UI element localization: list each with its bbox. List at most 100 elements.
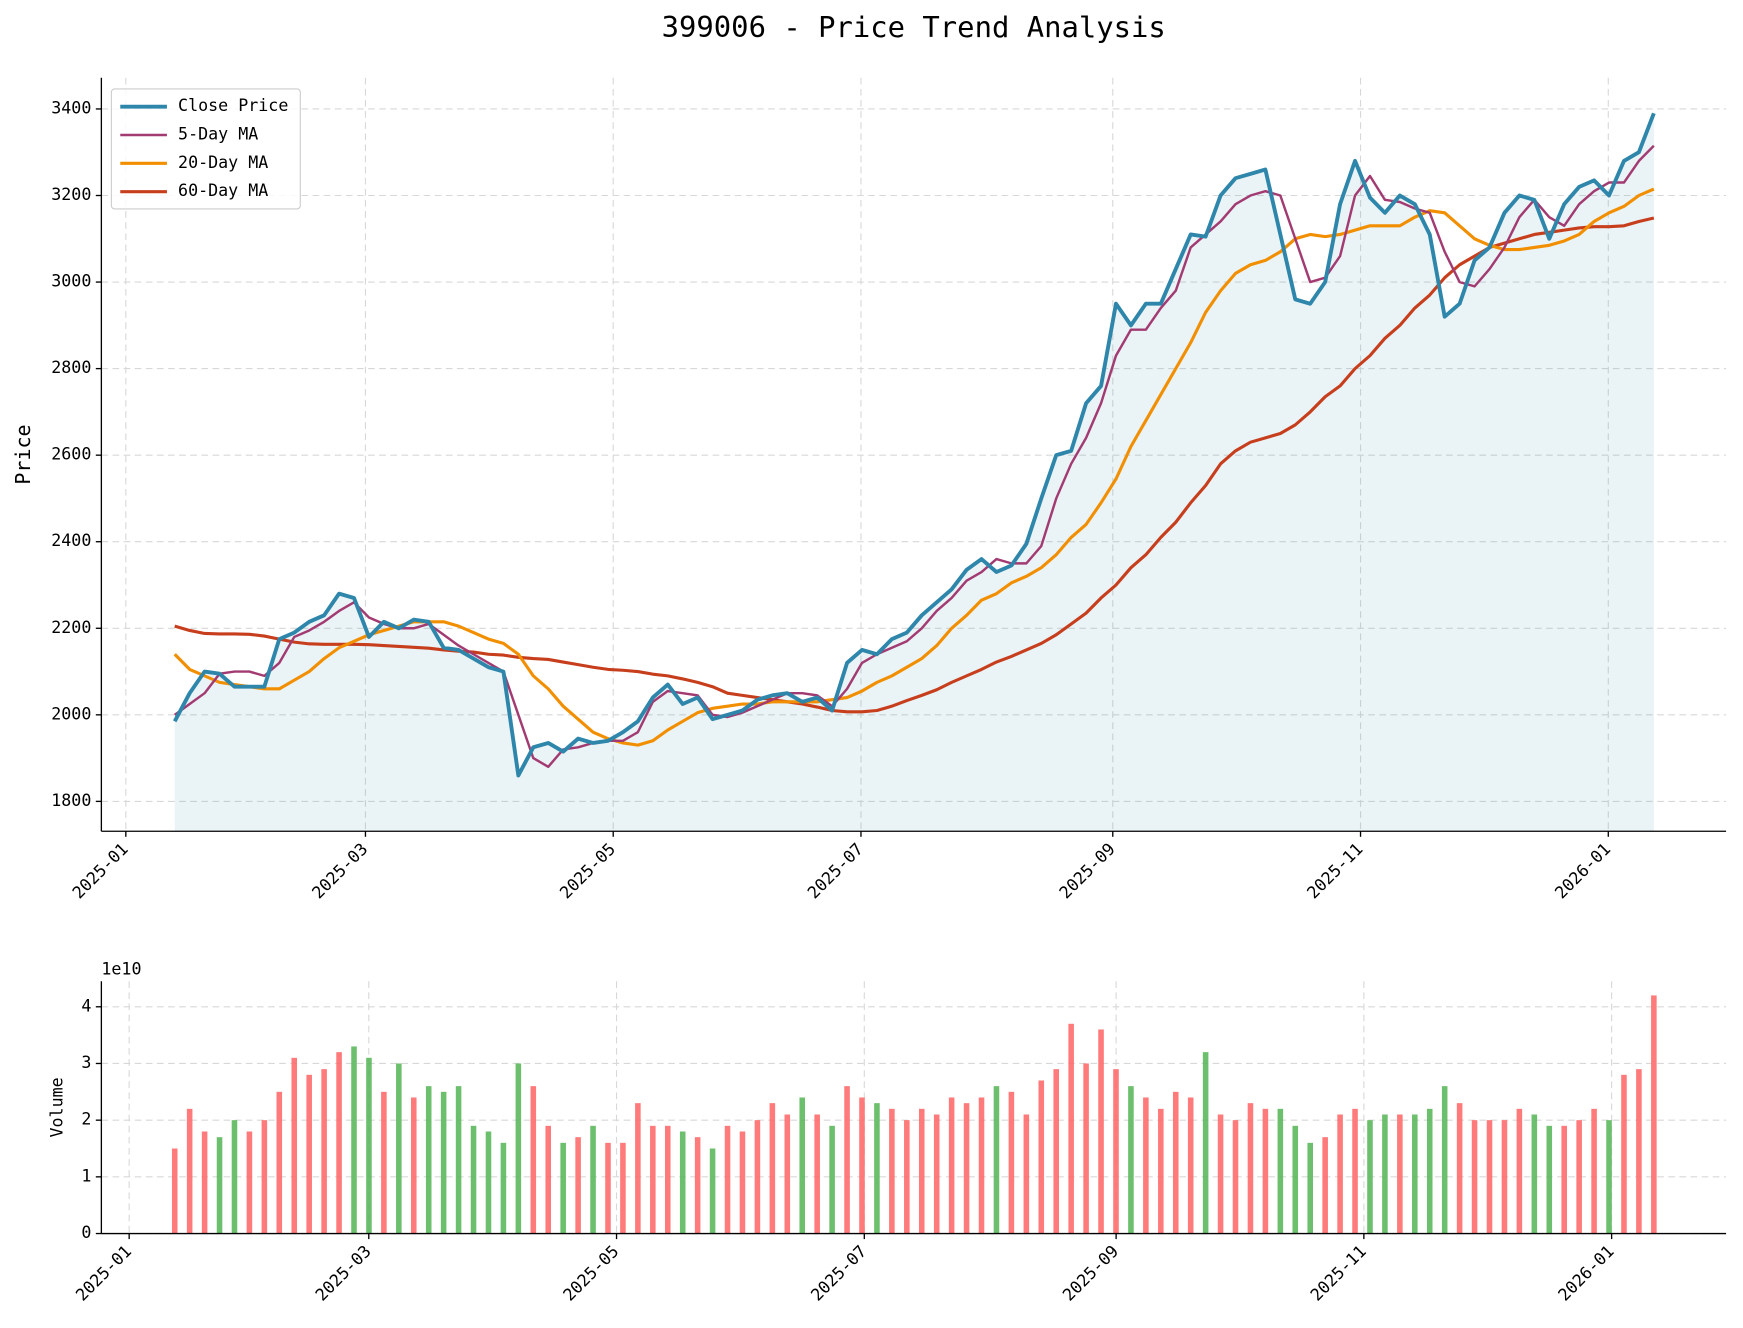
chart-title: 399006 - Price Trend Analysis bbox=[662, 10, 1166, 44]
x-tick-label: 2025-01 bbox=[69, 839, 132, 902]
volume-bar bbox=[321, 1069, 327, 1234]
volume-bar bbox=[1113, 1069, 1119, 1234]
volume-bar bbox=[978, 1097, 985, 1234]
volume-bar bbox=[216, 1137, 223, 1234]
volume-bar bbox=[1501, 1120, 1508, 1234]
volume-bar bbox=[1128, 1086, 1134, 1234]
volume-bar bbox=[784, 1114, 791, 1234]
volume-bar bbox=[1471, 1120, 1478, 1234]
volume-bar bbox=[948, 1097, 955, 1234]
close-area bbox=[174, 113, 1654, 832]
volume-bar bbox=[500, 1142, 507, 1234]
legend-box bbox=[110, 88, 301, 210]
volume-bar bbox=[1038, 1080, 1045, 1234]
y-axis-label: Volume bbox=[48, 1077, 67, 1137]
volume-bar bbox=[1456, 1103, 1463, 1234]
y-axis-label: Price bbox=[11, 424, 35, 484]
volume-bar bbox=[1172, 1091, 1179, 1234]
volume-bar bbox=[1187, 1097, 1194, 1234]
volume-bar bbox=[351, 1046, 357, 1234]
volume-bar bbox=[1143, 1097, 1149, 1234]
volume-bar bbox=[829, 1125, 835, 1234]
x-tick-label: 2025-03 bbox=[308, 839, 371, 902]
volume-bar bbox=[455, 1086, 462, 1234]
volume-bar bbox=[769, 1103, 776, 1234]
volume-bar bbox=[261, 1120, 268, 1234]
series-line bbox=[174, 216, 1655, 714]
volume-bar bbox=[1426, 1108, 1433, 1234]
x-tick-label: 2025-09 bbox=[1059, 1242, 1122, 1305]
volume-bar bbox=[1367, 1120, 1373, 1234]
volume-bar bbox=[739, 1131, 746, 1234]
x-tick-label: 2025-03 bbox=[312, 1242, 375, 1305]
volume-bar bbox=[664, 1125, 671, 1234]
volume-bar bbox=[1232, 1120, 1239, 1234]
volume-bar bbox=[201, 1131, 208, 1234]
volume-bar bbox=[1546, 1125, 1553, 1234]
volume-bar bbox=[470, 1125, 477, 1234]
volume-bar bbox=[276, 1091, 283, 1234]
x-tick-label: 2025-01 bbox=[72, 1242, 135, 1305]
volume-bar bbox=[620, 1142, 626, 1234]
volume-bar bbox=[1397, 1114, 1403, 1234]
legend-label: 20-Day MA bbox=[178, 153, 268, 172]
volume-bar bbox=[545, 1125, 552, 1234]
volume-bar bbox=[590, 1125, 596, 1234]
y-tick-label: 2200 bbox=[51, 618, 91, 637]
volume-bar bbox=[1382, 1114, 1388, 1234]
volume-bar bbox=[679, 1131, 686, 1234]
volume-bar bbox=[1068, 1023, 1074, 1234]
y-tick-label: 1800 bbox=[51, 791, 91, 810]
volume-bar bbox=[575, 1137, 581, 1234]
y-tick-label: 2400 bbox=[51, 531, 91, 550]
volume-bar bbox=[1636, 1069, 1642, 1234]
volume-bar bbox=[918, 1108, 925, 1234]
volume-bar bbox=[1307, 1142, 1313, 1234]
volume-bar bbox=[904, 1120, 910, 1234]
x-tick-label: 2025-07 bbox=[804, 839, 867, 902]
y-tick-label: 2000 bbox=[51, 704, 91, 723]
y-tick-label: 4 bbox=[81, 996, 91, 1015]
volume-bar bbox=[1202, 1052, 1209, 1234]
volume-bar bbox=[1591, 1108, 1597, 1234]
volume-bar bbox=[171, 1148, 178, 1234]
volume-bar bbox=[1262, 1108, 1269, 1234]
volume-bar bbox=[530, 1086, 537, 1234]
x-tick-label: 2025-09 bbox=[1056, 839, 1119, 902]
volume-bar bbox=[799, 1097, 806, 1234]
x-tick-label: 2025-05 bbox=[559, 1242, 622, 1305]
volume-bar bbox=[1531, 1114, 1538, 1234]
x-tick-label: 2026-01 bbox=[1555, 1242, 1618, 1305]
y-tick-label: 2600 bbox=[51, 445, 91, 464]
volume-bar bbox=[635, 1103, 641, 1234]
y-tick-label: 1 bbox=[81, 1166, 91, 1185]
volume-bar bbox=[859, 1097, 865, 1234]
volume-bar bbox=[1217, 1114, 1224, 1234]
y-tick-label: 2 bbox=[81, 1110, 91, 1129]
series-line bbox=[172, 112, 1656, 778]
volume-bar bbox=[1083, 1063, 1089, 1234]
volume-bar bbox=[933, 1114, 940, 1234]
volume-bar bbox=[1158, 1108, 1164, 1234]
volume-bar bbox=[1247, 1103, 1254, 1234]
volume-bar bbox=[814, 1114, 820, 1234]
volume-bar bbox=[291, 1057, 298, 1234]
volume-bar bbox=[1277, 1108, 1284, 1234]
volume-bar bbox=[844, 1086, 850, 1234]
y-tick-label: 2800 bbox=[51, 358, 91, 377]
volume-bar bbox=[1606, 1120, 1612, 1234]
volume-bar bbox=[1023, 1114, 1030, 1234]
volume-bar bbox=[724, 1125, 731, 1234]
legend-label: Close Price bbox=[178, 96, 288, 115]
x-tick-label: 2026-01 bbox=[1551, 839, 1614, 902]
volume-bar bbox=[1098, 1029, 1104, 1234]
volume-bar bbox=[246, 1131, 253, 1234]
volume-bar bbox=[1651, 995, 1657, 1234]
volume-bar bbox=[560, 1142, 566, 1234]
volume-bar bbox=[694, 1137, 701, 1234]
volume-bar bbox=[605, 1142, 611, 1234]
volume-bar bbox=[1441, 1086, 1448, 1234]
volume-bar bbox=[425, 1086, 432, 1234]
volume-bar bbox=[1322, 1137, 1328, 1234]
